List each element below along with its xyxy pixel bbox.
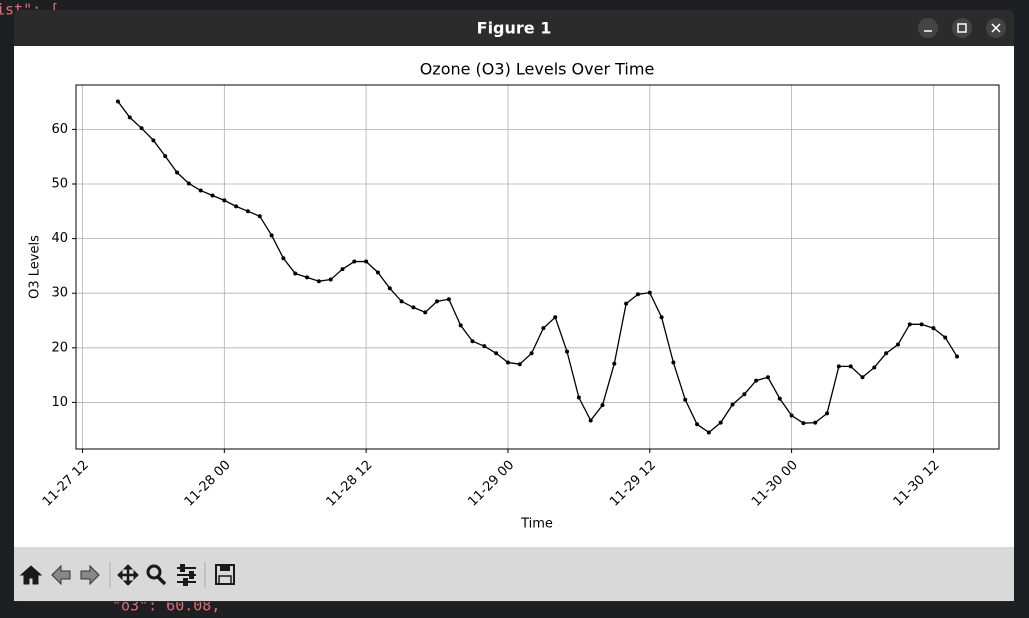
y-tick-label: 50 [51, 176, 68, 191]
configure-button[interactable] [177, 564, 196, 586]
maximize-button[interactable] [952, 18, 972, 38]
data-point [813, 420, 818, 425]
data-point [470, 339, 475, 344]
forward-button[interactable] [80, 564, 100, 586]
data-point [659, 315, 664, 320]
chart-title: Ozone (O3) Levels Over Time [420, 60, 655, 79]
minimize-button[interactable] [918, 18, 938, 38]
data-point [872, 365, 877, 370]
data-point [269, 233, 274, 238]
y-tick-label: 40 [51, 231, 68, 246]
data-point [198, 188, 203, 193]
y-tick-label: 10 [51, 395, 68, 410]
data-point [127, 115, 132, 120]
data-point [234, 204, 239, 209]
home-button[interactable] [19, 565, 43, 585]
data-point [458, 323, 463, 328]
y-tick-label: 20 [51, 340, 68, 355]
data-point [742, 392, 747, 397]
data-point [163, 154, 168, 159]
back-button[interactable] [51, 564, 71, 586]
data-point [553, 315, 558, 320]
data-point [600, 403, 605, 408]
data-line [117, 101, 958, 434]
y-tick-label: 30 [51, 286, 68, 301]
data-point [624, 301, 629, 306]
plot-frame [75, 84, 1000, 450]
data-point [671, 360, 676, 365]
data-point [293, 271, 298, 276]
data-point [257, 214, 262, 219]
data-point [175, 170, 180, 175]
data-point [565, 349, 570, 354]
data-point [848, 364, 853, 369]
data-point [411, 305, 416, 310]
data-point [884, 351, 889, 356]
data-point [245, 209, 250, 214]
data-point [494, 351, 499, 356]
save-button[interactable] [215, 564, 235, 585]
data-point [340, 267, 345, 272]
data-point [706, 430, 711, 435]
data-point [541, 326, 546, 331]
data-point [352, 259, 357, 264]
data-point [139, 126, 144, 131]
data-point [482, 344, 487, 349]
window-title: Figure 1 [477, 19, 552, 38]
data-point [955, 354, 960, 359]
data-point [446, 297, 451, 302]
data-point [423, 310, 428, 315]
data-point [305, 275, 310, 280]
figure [14, 46, 1014, 547]
data-point [612, 361, 617, 366]
zoom-button[interactable] [146, 564, 167, 586]
data-point [364, 259, 369, 264]
data-point [186, 181, 191, 186]
data-point [281, 256, 286, 261]
data-point [907, 322, 912, 327]
data-point [222, 198, 227, 203]
data-point [588, 418, 593, 423]
data-point [919, 322, 924, 327]
data-point [435, 299, 440, 304]
data-point [683, 397, 688, 402]
data-point [399, 299, 404, 304]
data-point [505, 360, 510, 365]
data-point [931, 326, 936, 331]
data-point [647, 290, 652, 295]
y-tick-label: 60 [51, 122, 68, 137]
data-point [718, 420, 723, 425]
data-point [730, 402, 735, 407]
data-point [801, 421, 806, 426]
data-point [825, 411, 830, 416]
data-point [529, 351, 534, 356]
data-point [754, 378, 759, 383]
data-point [316, 279, 321, 284]
data-point [765, 375, 770, 380]
data-point [635, 292, 640, 297]
data-point [151, 138, 156, 143]
data-point [576, 395, 581, 400]
pan-button[interactable] [117, 564, 139, 586]
data-point [695, 422, 700, 427]
data-point [943, 335, 948, 340]
data-point [517, 362, 522, 367]
data-point [777, 396, 782, 401]
data-point [387, 286, 392, 291]
data-point [210, 193, 215, 198]
y-axis-label: O3 Levels [28, 235, 43, 299]
close-button[interactable] [986, 18, 1006, 38]
data-point [836, 364, 841, 369]
x-axis-label: Time [520, 517, 553, 532]
data-point [789, 413, 794, 418]
data-point [895, 342, 900, 347]
data-point [860, 375, 865, 380]
data-point [115, 99, 120, 104]
data-point [375, 270, 380, 275]
toolbar [14, 547, 1014, 601]
data-point [328, 277, 333, 282]
